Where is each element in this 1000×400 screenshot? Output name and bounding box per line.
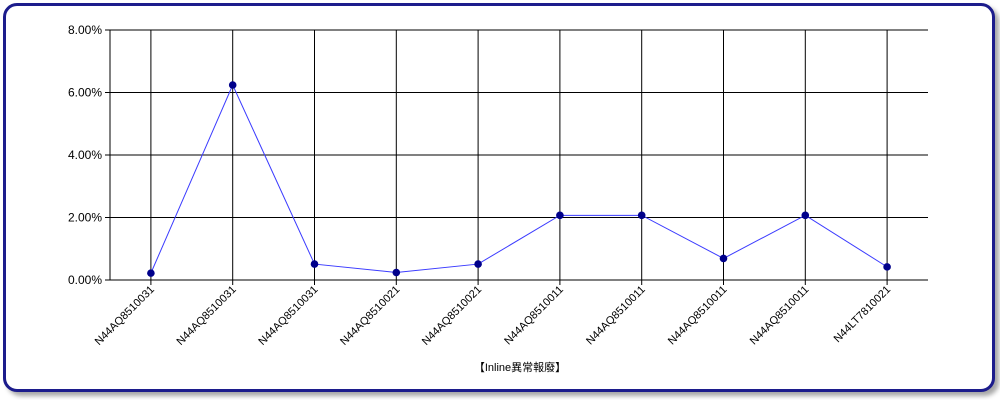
x-axis-title: 【Inline異常報廢】	[474, 360, 566, 374]
x-tick-label: N44AQ8510031	[256, 284, 320, 348]
data-point	[310, 260, 319, 268]
x-tick-label: N44AQ8510011	[584, 284, 648, 348]
data-point	[637, 211, 646, 220]
x-tick-label: N44AQ8510031	[175, 284, 239, 348]
x-tick-label: N44LT7810021	[832, 284, 894, 346]
x-tick-label: N44AQ8510011	[502, 284, 566, 348]
data-point	[719, 254, 728, 263]
y-tick-label: 0.00%	[68, 273, 102, 287]
y-tick-label: 8.00%	[68, 23, 102, 37]
x-tick-label: N44AQ8510011	[666, 284, 730, 348]
data-point	[474, 260, 482, 268]
x-tick-label: N44AQ8510021	[338, 284, 402, 348]
y-axis-ticks: 0.00% 2.00% 4.00% 6.00% 8.00%	[68, 23, 110, 287]
data-point	[883, 263, 891, 271]
data-point	[556, 211, 564, 220]
series	[147, 81, 891, 277]
data-point	[801, 211, 810, 220]
chart-frame	[3, 3, 995, 392]
data-point	[392, 268, 401, 277]
y-tick-label: 6.00%	[68, 86, 102, 100]
y-tick-label: 2.00%	[68, 211, 102, 225]
x-tick-label: N44AQ8510011	[748, 284, 812, 348]
data-point	[228, 81, 237, 89]
x-tick-label: N44AQ8510021	[420, 284, 484, 348]
y-tick-label: 4.00%	[68, 148, 102, 162]
data-point	[147, 269, 155, 277]
x-axis-ticks: N44AQ8510031 N44AQ8510031 N44AQ8510031 N44A…	[93, 280, 893, 348]
series-line	[150, 83, 888, 274]
grid-lines	[110, 29, 928, 281]
x-tick-label: N44AQ8510031	[93, 284, 157, 348]
